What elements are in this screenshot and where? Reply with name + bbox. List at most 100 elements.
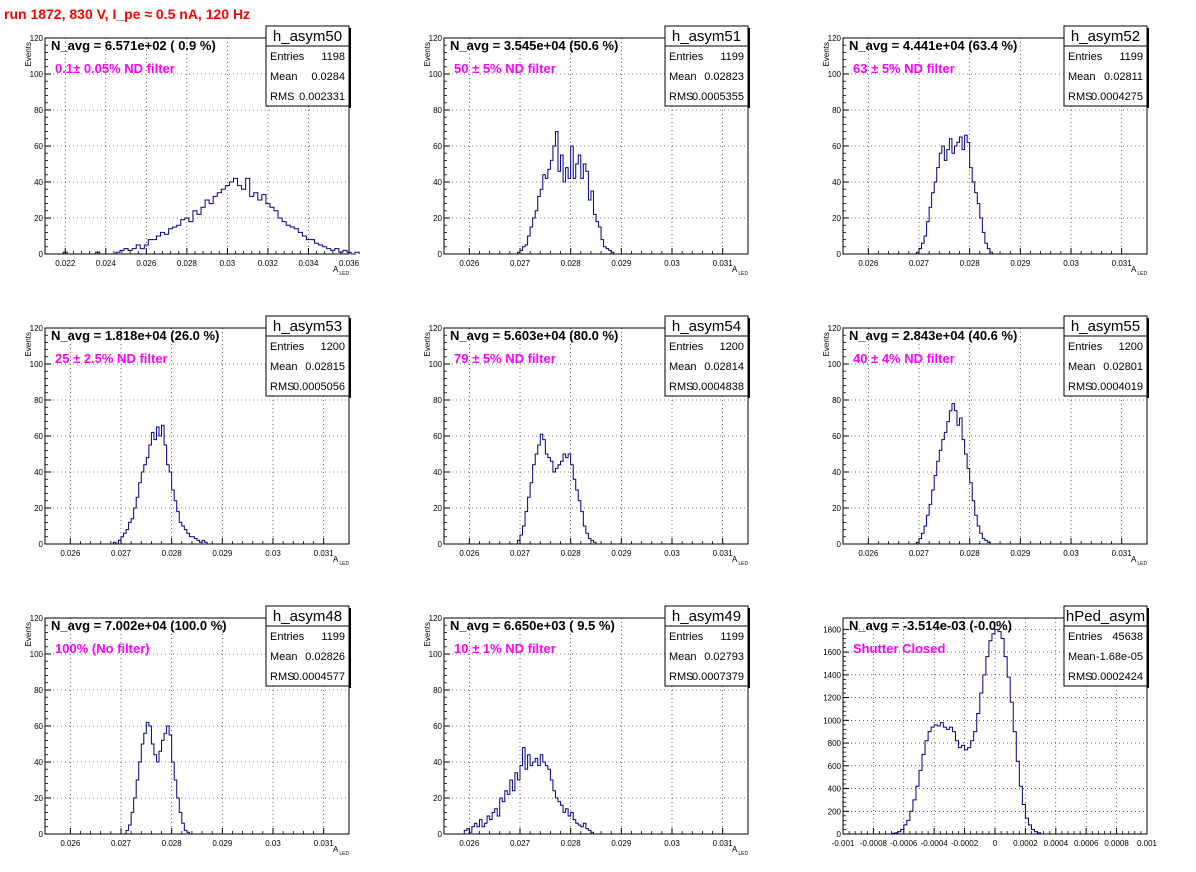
y-tick-label: 80	[433, 396, 442, 405]
stats-rms-label: RMS	[1068, 671, 1092, 683]
x-axis-title: ALED	[732, 265, 748, 277]
y-tick-label: 20	[34, 214, 43, 223]
navg-label: N_avg = 6.650e+03 ( 9.5 %)	[450, 618, 615, 633]
x-axis-title: ALED	[1131, 555, 1147, 567]
x-tick-label: 0.027	[510, 839, 531, 848]
y-tick-label: 100	[30, 650, 44, 659]
x-tick-label: 0.031	[314, 549, 335, 558]
y-tick-label: 120	[30, 324, 44, 333]
x-axis-title-subscript: LED	[738, 561, 748, 567]
y-tick-label: 100	[429, 70, 443, 79]
y-tick-label: 40	[34, 758, 43, 767]
y-tick-label: 120	[429, 614, 443, 623]
filter-label: 50 ± 5% ND filter	[454, 61, 556, 76]
x-tick-label: 0.027	[111, 549, 132, 558]
x-axis-title-main: A	[732, 845, 738, 854]
stats-entries-label: Entries	[669, 51, 704, 63]
navg-label: N_avg = 3.545e+04 (50.6 %)	[450, 38, 618, 53]
y-tick-label: 0	[39, 830, 44, 839]
stats-box: hPed_asym Entries 45638 Mean -1.68e-05 RMS0.0…	[1063, 605, 1149, 688]
y-tick-label: 60	[34, 142, 43, 151]
stats-box-frame	[265, 25, 350, 107]
stats-box-frame	[664, 315, 749, 397]
stats-mean-label: Mean	[669, 651, 697, 663]
stats-entries-value: 45638	[1112, 631, 1143, 643]
y-tick-label: 40	[433, 758, 442, 767]
x-axis-title-main: A	[1131, 265, 1137, 274]
x-tick-label: 0.029	[611, 839, 632, 848]
x-axis-title: ALED	[732, 555, 748, 567]
histogram-panel-h_asym49: 0.026 0.027 0.028 0.029 0.03 0.031 0 20 40 60 80 10…	[423, 605, 750, 857]
stats-mean-label: Mean	[669, 361, 697, 373]
x-tick-label: 0.03	[1063, 259, 1079, 268]
y-tick-label: 20	[832, 214, 841, 223]
navg-label: N_avg = 1.818e+04 (26.0 %)	[51, 328, 219, 343]
histogram-bars-h_asym55	[915, 403, 993, 545]
stats-rms-value: 0.0004838	[692, 381, 744, 393]
stats-entries-value: 1200	[321, 341, 345, 353]
y-tick-label: 120	[828, 324, 842, 333]
stats-mean-value: 0.02826	[305, 651, 345, 663]
histogram-panel-h_asym51: 0.026 0.027 0.028 0.029 0.03 0.031 0 20 40 60 80 10…	[423, 25, 750, 277]
y-tick-label: 40	[832, 178, 841, 187]
x-axis-title-main: A	[732, 555, 738, 564]
stats-box: h_asym49 Entries 1199 Mean 0.02793 RMS0.00073…	[664, 605, 750, 688]
x-tick-label: 0.022	[55, 259, 76, 268]
x-tick-label: 0.028	[960, 259, 981, 268]
y-tick-label: 0	[39, 540, 44, 549]
y-tick-label: 120	[429, 324, 443, 333]
x-tick-label: 0.027	[909, 259, 930, 268]
stats-box: h_asym53 Entries 1200 Mean 0.02815 RMS0.00050…	[265, 315, 351, 398]
y-tick-label: 20	[433, 504, 442, 513]
y-axis-title: Events	[24, 622, 33, 646]
y-tick-label: 80	[832, 396, 841, 405]
stats-entries-value: 1199	[1119, 51, 1143, 63]
stats-rms-label: RMS	[1068, 381, 1092, 393]
y-tick-label: 100	[30, 360, 44, 369]
y-axis-title: Events	[423, 42, 432, 66]
stats-box-shadow	[1147, 608, 1149, 688]
stats-mean-value: 0.02823	[704, 71, 744, 83]
x-tick-label: 0.0002	[1013, 839, 1038, 848]
x-axis-title-main: A	[1131, 555, 1137, 564]
y-tick-label: 20	[34, 794, 43, 803]
y-tick-label: 600	[828, 762, 842, 771]
y-tick-label: 0	[438, 250, 443, 259]
y-tick-label: 20	[433, 794, 442, 803]
x-tick-label: 0.028	[561, 839, 582, 848]
x-tick-label: 0.031	[1112, 549, 1133, 558]
histogram-bars-hPed_asym	[891, 628, 1042, 834]
x-axis-title-subscript: LED	[1137, 561, 1147, 567]
stats-mean-value: 0.02793	[704, 651, 744, 663]
filter-label: 25 ± 2.5% ND filter	[55, 351, 168, 366]
filter-label: 10 ± 1% ND filter	[454, 641, 556, 656]
y-tick-label: 80	[832, 106, 841, 115]
stats-entries-label: Entries	[270, 51, 305, 63]
x-axis-title: ALED	[732, 845, 748, 857]
stats-entries-label: Entries	[669, 631, 704, 643]
y-tick-label: 40	[34, 468, 43, 477]
y-tick-label: 20	[832, 504, 841, 513]
stats-rms-value: 0.0002424	[1091, 671, 1143, 683]
x-tick-label: 0.029	[212, 839, 233, 848]
x-axis-title-subscript: LED	[1137, 271, 1147, 277]
stats-mean-label: Mean	[669, 71, 697, 83]
stats-box: h_asym54 Entries 1200 Mean 0.02814 RMS0.00048…	[664, 315, 750, 398]
x-tick-label: 0.031	[314, 839, 335, 848]
x-axis-title: ALED	[333, 265, 349, 277]
y-tick-label: 20	[433, 214, 442, 223]
stats-hist-name: h_asym50	[273, 28, 342, 45]
y-tick-label: 60	[433, 142, 442, 151]
x-axis-title-main: A	[333, 845, 339, 854]
x-tick-label: 0.024	[96, 259, 117, 268]
filter-label: 100% (No filter)	[55, 641, 150, 656]
x-axis-title-subscript: LED	[738, 271, 748, 277]
x-tick-label: 0.001	[1137, 839, 1158, 848]
navg-label: N_avg = 2.843e+04 (40.6 %)	[849, 328, 1017, 343]
stats-entries-label: Entries	[669, 341, 704, 353]
navg-label: N_avg = -3.514e-03 (-0.0%)	[849, 618, 1012, 633]
y-tick-label: 80	[433, 686, 442, 695]
stats-rms-label: RMS	[669, 381, 693, 393]
y-tick-label: 100	[828, 360, 842, 369]
x-tick-label: 0.028	[162, 549, 183, 558]
